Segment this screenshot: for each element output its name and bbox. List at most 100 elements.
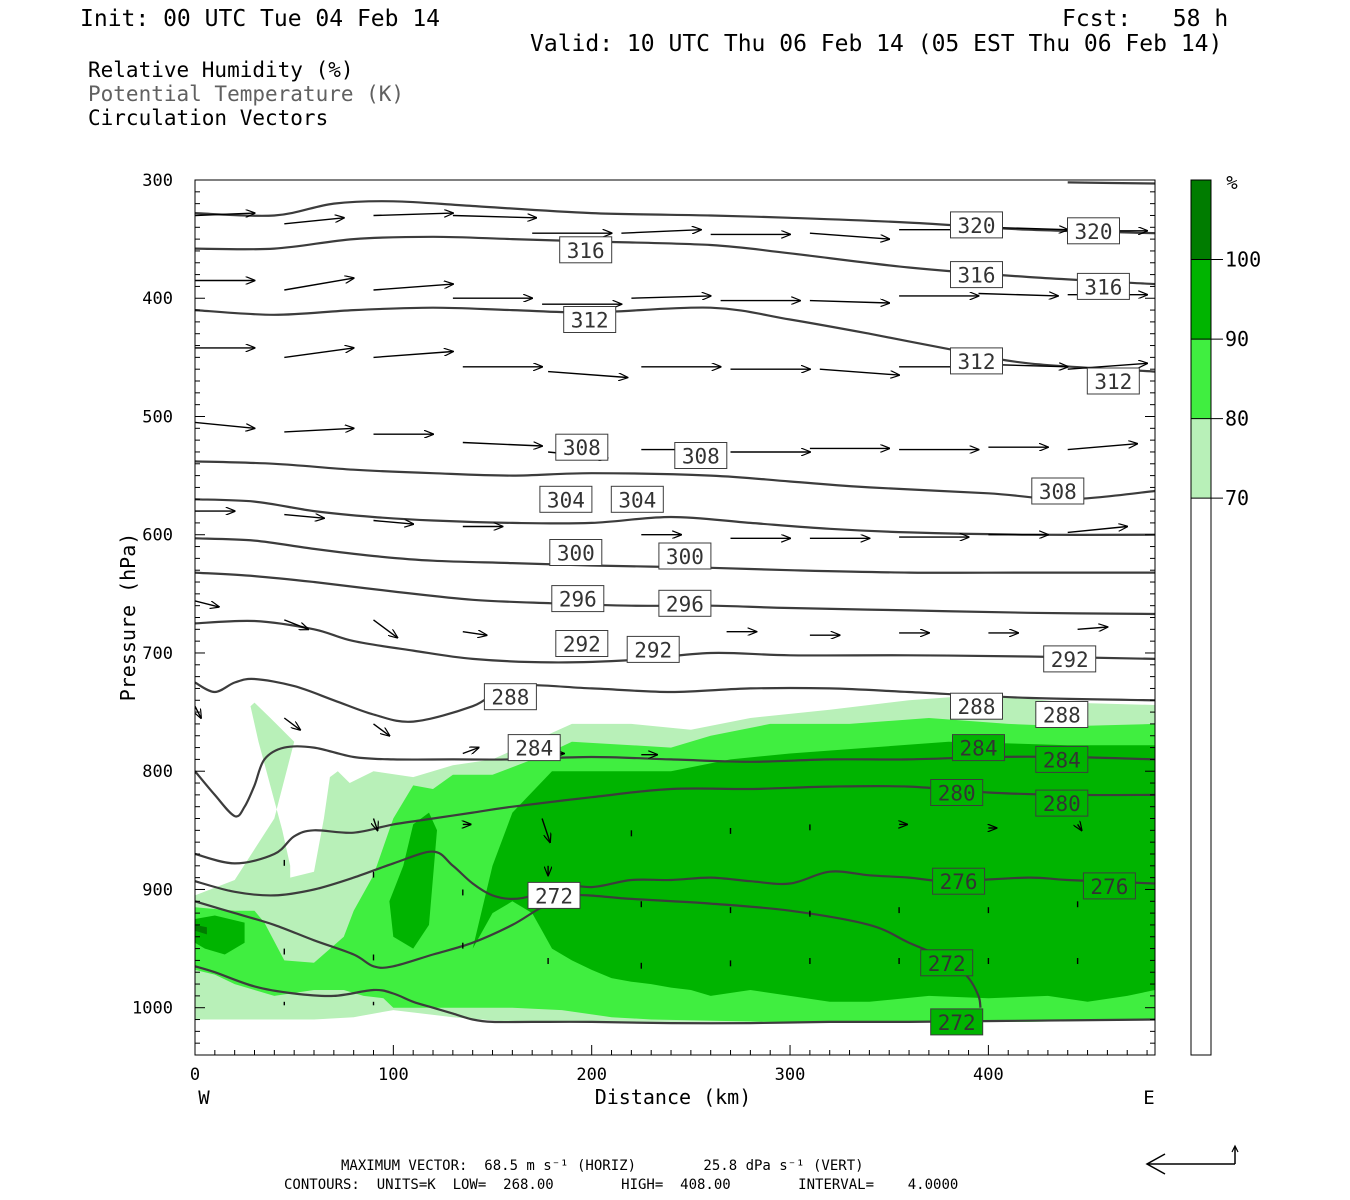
theta-contour-312-2 — [195, 306, 1155, 373]
valid-time-label: Valid: 10 UTC Thu 06 Feb 14 (05 EST Thu … — [530, 31, 1223, 57]
x-west-label: W — [198, 1087, 210, 1109]
colorbar-frame — [1190, 179, 1212, 1056]
theta-label-292-18: 292 — [626, 635, 680, 663]
theta-label-text: 300 — [666, 545, 704, 569]
theta-label-276-29: 276 — [1082, 872, 1136, 900]
theta-label-box — [626, 635, 680, 663]
rh-region-90-4 — [195, 915, 245, 955]
theta-label-box — [1082, 872, 1136, 900]
circulation-vector-5 — [621, 230, 700, 234]
theta-label-288-22: 288 — [1035, 701, 1089, 728]
circulation-vector-26 — [548, 370, 627, 378]
y-axis-title: Pressure (hPa) — [116, 533, 140, 702]
theta-label-box — [563, 306, 617, 333]
circulation-vector-56 — [373, 619, 398, 638]
circulation-vector-70 — [374, 818, 378, 831]
x-tick-label: 400 — [973, 1065, 1004, 1085]
circulation-vector-62 — [1077, 627, 1108, 629]
y-tick-label: 900 — [142, 880, 173, 900]
theta-label-box — [1043, 645, 1097, 673]
theta-label-text: 304 — [618, 488, 656, 512]
x-tick-label: 0 — [190, 1065, 200, 1085]
theta-label-text: 272 — [535, 884, 573, 908]
theta-label-box — [551, 585, 605, 613]
theta-label-316-3: 316 — [950, 261, 1003, 289]
theta-label-272-32: 272 — [930, 1008, 984, 1036]
theta-label-box — [1035, 701, 1089, 728]
theta-label-text: 292 — [563, 633, 601, 657]
colorbar-band-90 — [1191, 259, 1211, 339]
theta-label-text: 284 — [1043, 748, 1081, 772]
theta-contour-304-4 — [195, 498, 1155, 536]
theta-label-box — [527, 881, 581, 909]
circulation-vector-20 — [978, 294, 1058, 296]
theta-label-box — [674, 442, 728, 469]
theta-label-308-8: 308 — [555, 433, 609, 461]
theta-label-284-24: 284 — [952, 734, 1005, 762]
theta-label-box — [507, 734, 561, 762]
contours-footnote: CONTOURS: UNITS=K LOW= 268.00 HIGH= 408.… — [284, 1177, 959, 1193]
theta-label-text: 292 — [634, 638, 672, 662]
y-tick-label: 500 — [142, 407, 173, 427]
circulation-vector-7 — [809, 232, 889, 239]
theta-contour-292-7 — [195, 619, 1155, 664]
colorbar-band-0 — [1191, 498, 1211, 1055]
axes-layer: 0 100 200 300 400 300 400 500 600 700 800 900 1000 — [132, 171, 1155, 1085]
legend-theta-label: Potential Temperature (K) — [88, 82, 405, 106]
circulation-vector-13 — [373, 284, 453, 291]
circulation-vector-64 — [283, 717, 300, 730]
theta-label-308-10: 308 — [1031, 477, 1085, 505]
theta-label-320-1: 320 — [1067, 217, 1120, 245]
theta-label-box — [950, 261, 1003, 289]
theta-label-text: 284 — [960, 737, 998, 761]
circulation-vector-0 — [195, 213, 255, 215]
theta-label-288-21: 288 — [950, 692, 1003, 720]
circulation-vector-55 — [284, 619, 308, 629]
circulation-vector-78 — [1078, 824, 1082, 830]
theta-label-box — [950, 692, 1003, 720]
theta-label-280-26: 280 — [930, 779, 984, 806]
theta-label-316-2: 316 — [559, 236, 613, 264]
colorbar-tick-label: 100 — [1225, 248, 1261, 272]
theta-label-text: 320 — [958, 214, 996, 238]
theta-label-text: 312 — [1094, 370, 1132, 394]
theta-label-box — [920, 949, 974, 977]
theta-label-box — [950, 211, 1003, 239]
theta-label-box — [658, 542, 712, 570]
theta-label-text: 316 — [958, 264, 996, 288]
theta-label-text: 308 — [1039, 480, 1077, 504]
theta-label-text: 316 — [567, 239, 605, 263]
theta-label-296-16: 296 — [658, 589, 712, 617]
theta-label-292-19: 292 — [1043, 645, 1097, 673]
y-tick-label: 1000 — [132, 999, 173, 1019]
circulation-vector-16 — [631, 296, 710, 298]
theta-label-text: 272 — [938, 1011, 976, 1035]
circulation-vector-54 — [195, 600, 219, 607]
theta-label-box — [1035, 789, 1089, 817]
theta-label-284-25: 284 — [1035, 745, 1089, 773]
x-tick-label: 300 — [775, 1065, 806, 1085]
colorbar-unit-label: % — [1226, 172, 1238, 194]
theta-label-276-28: 276 — [932, 867, 986, 895]
theta-label-box — [549, 539, 603, 566]
x-tick-label: 100 — [378, 1065, 409, 1085]
theta-label-box — [1067, 217, 1120, 245]
y-tick-label: 300 — [142, 171, 173, 191]
circulation-vector-43 — [1067, 444, 1137, 451]
theta-label-text: 292 — [1051, 648, 1089, 672]
colorbar-band-80 — [1191, 339, 1211, 419]
y-tick-label: 400 — [142, 289, 173, 309]
circulation-vector-34 — [284, 428, 353, 432]
theta-label-text: 288 — [1043, 704, 1081, 728]
theta-label-text: 308 — [563, 436, 601, 460]
theta-label-text: 296 — [666, 592, 704, 616]
theta-label-312-7: 312 — [1086, 367, 1140, 395]
theta-contour-284-9 — [195, 745, 1155, 818]
circulation-vector-23 — [284, 348, 353, 359]
theta-contour-316-1 — [195, 235, 1155, 286]
circulation-vector-72 — [541, 818, 550, 843]
theta-label-292-17: 292 — [555, 630, 609, 657]
x-east-label: E — [1143, 1087, 1154, 1109]
